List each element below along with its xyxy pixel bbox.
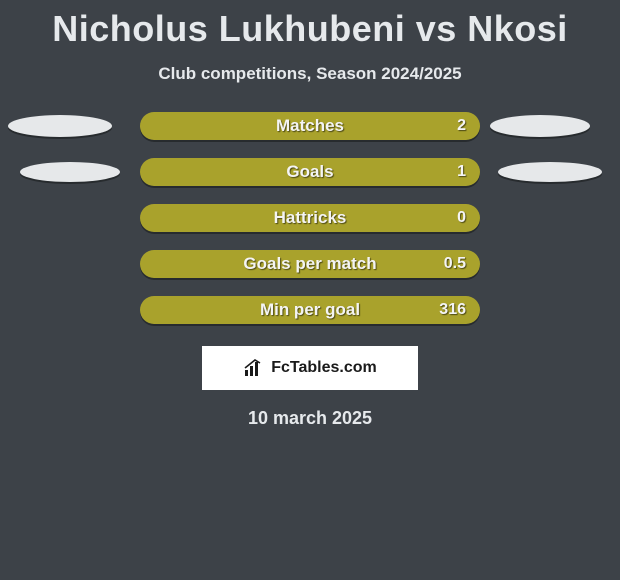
logo-text: FcTables.com — [271, 359, 377, 377]
left-player-marker — [8, 115, 112, 137]
right-player-marker — [490, 115, 590, 137]
stat-label: Hattricks — [274, 208, 347, 228]
page-subtitle: Club competitions, Season 2024/2025 — [0, 64, 620, 84]
right-player-marker — [498, 162, 602, 182]
stat-value: 1 — [457, 163, 466, 181]
date-text: 10 march 2025 — [0, 408, 620, 429]
stat-row: Goals 1 — [0, 158, 620, 186]
page-title: Nicholus Lukhubeni vs Nkosi — [0, 0, 620, 50]
stat-value: 0 — [457, 209, 466, 227]
stat-value: 0.5 — [444, 255, 466, 273]
stat-value: 2 — [457, 117, 466, 135]
stat-row: Min per goal 316 — [0, 296, 620, 324]
left-player-marker — [20, 162, 120, 182]
logo-box: FcTables.com — [202, 346, 418, 390]
barchart-icon — [243, 358, 265, 378]
stat-row: Goals per match 0.5 — [0, 250, 620, 278]
stat-label: Goals per match — [243, 254, 376, 274]
stat-label: Goals — [286, 162, 333, 182]
stat-bar: Min per goal 316 — [140, 296, 480, 324]
stat-bar: Goals per match 0.5 — [140, 250, 480, 278]
comparison-chart: Matches 2 Goals 1 Hattricks 0 Goals per match 0… — [0, 112, 620, 324]
stat-bar: Matches 2 — [140, 112, 480, 140]
stat-label: Matches — [276, 116, 344, 136]
stat-bar: Hattricks 0 — [140, 204, 480, 232]
stat-value: 316 — [439, 301, 466, 319]
stat-row: Hattricks 0 — [0, 204, 620, 232]
stat-row: Matches 2 — [0, 112, 620, 140]
stat-label: Min per goal — [260, 300, 360, 320]
stat-bar: Goals 1 — [140, 158, 480, 186]
